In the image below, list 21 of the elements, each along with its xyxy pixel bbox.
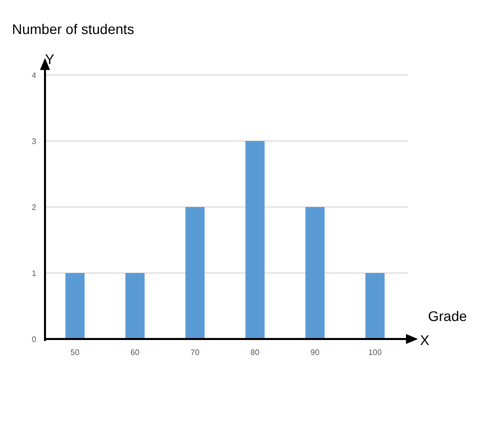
y-tick-label: 0: [32, 334, 37, 344]
x-tick-label: 80: [250, 348, 260, 357]
bar: [305, 207, 325, 339]
x-tick-label: 60: [130, 348, 140, 357]
bar: [365, 273, 385, 339]
x-tick-label: 90: [310, 348, 320, 357]
text: X: [420, 332, 430, 348]
bar: [65, 273, 85, 339]
y-tick-label: 2: [32, 202, 37, 212]
x-axis-title: Grade: [428, 308, 468, 324]
bar: [185, 207, 205, 339]
x-tick-label: 70: [190, 348, 200, 357]
y-axis-title: Number of students: [12, 21, 134, 37]
y-tick-label: 1: [32, 268, 37, 278]
bar: [125, 273, 145, 339]
y-tick-label: 4: [32, 70, 37, 80]
y-tick-label: 3: [32, 136, 37, 146]
text: Y: [45, 51, 55, 67]
bar: [245, 141, 265, 339]
x-tick-label: 100: [368, 348, 382, 357]
x-tick-label: 50: [70, 348, 80, 357]
